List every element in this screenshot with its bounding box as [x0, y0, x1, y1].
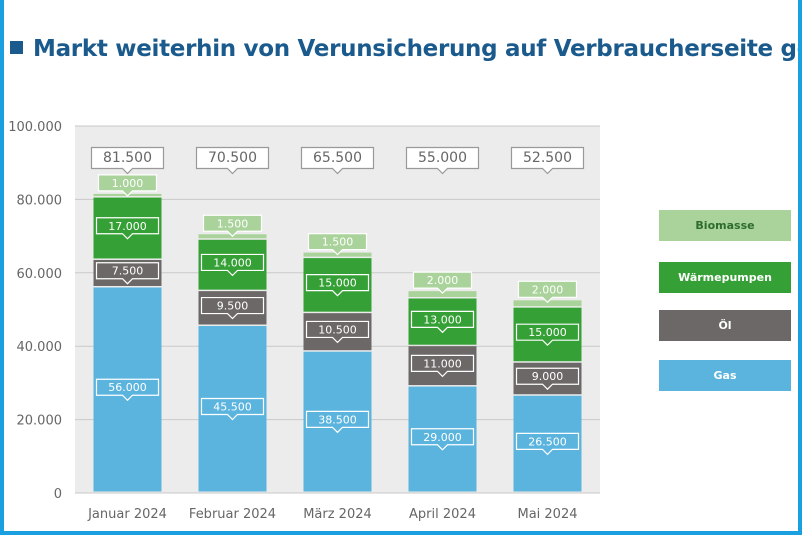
bar-segment-wärmepumpen [408, 298, 477, 345]
segment-label: 17.000 [108, 220, 147, 233]
segment-label: 9.000 [532, 370, 564, 383]
y-tick-label: 100.000 [8, 120, 62, 135]
segment-label-box [200, 397, 265, 421]
bar-segment-gas [408, 386, 477, 492]
segment-label-box [515, 367, 580, 391]
total-label-box [195, 146, 270, 175]
bar-segment-gas [513, 395, 582, 492]
total-label-box [405, 146, 480, 175]
stacked-bar-chart: 0 20.000 40.000 60.000 80.000 100.000 56.000 7.… [8, 120, 600, 522]
total-label-box [90, 146, 165, 175]
total-label: 81.500 [103, 150, 152, 166]
bar-segment-gas [303, 351, 372, 492]
segment-label: 15.000 [528, 326, 567, 339]
segment-label: 56.000 [108, 381, 147, 394]
segment-label: 15.000 [318, 277, 357, 290]
segment-label-box [200, 253, 265, 277]
segment-label-box [305, 274, 370, 297]
segment-label: 11.000 [423, 357, 462, 370]
segment-label-box [410, 354, 475, 378]
segment-label: 45.500 [213, 401, 252, 414]
legend-item-wärmepumpen: Wärmepumpen [659, 262, 791, 293]
bar-segment-wärmepumpen [513, 307, 582, 362]
page-title: Markt weiterhin von Verunsicherung auf V… [10, 36, 802, 62]
segment-label: 1.500 [322, 236, 354, 249]
segment-label-box [95, 378, 160, 402]
segment-label-box [517, 280, 578, 304]
total-label: 70.500 [208, 150, 257, 166]
y-tick-label: 0 [54, 487, 62, 502]
y-tick-label: 40.000 [17, 340, 63, 355]
segment-label-box [515, 323, 580, 347]
segment-label: 7.500 [112, 265, 144, 278]
y-tick-label: 60.000 [17, 267, 63, 282]
segment-label-box [95, 217, 160, 240]
y-tick-label: 20.000 [17, 414, 63, 429]
segment-label: 29.000 [423, 431, 462, 444]
bar-segment-wärmepumpen [93, 197, 162, 259]
bar-segment-öl [303, 313, 372, 351]
segment-label-box [412, 271, 473, 294]
segment-label-box [95, 262, 160, 285]
total-label-box [300, 146, 375, 175]
total-label: 65.500 [313, 150, 362, 166]
x-tick-label: April 2024 [409, 507, 476, 522]
segment-label: 10.500 [318, 323, 357, 336]
segment-label-box [410, 310, 475, 334]
total-label-box [510, 146, 585, 175]
bar-segment-öl [408, 346, 477, 386]
total-label: 55.000 [418, 150, 467, 166]
bar-segment-biomasse [513, 300, 582, 307]
legend-item-öl: Öl [659, 310, 791, 341]
segment-label: 13.000 [423, 313, 462, 326]
segment-label-box [305, 320, 370, 344]
legend-item-gas: Gas [659, 360, 791, 391]
segment-label: 2.000 [532, 283, 564, 296]
bar-segment-biomasse [408, 291, 477, 297]
x-tick-label: Januar 2024 [87, 507, 167, 522]
segment-label-box [200, 296, 265, 320]
segment-label: 2.000 [427, 274, 459, 287]
segment-label: 14.000 [213, 256, 252, 269]
y-tick-label: 80.000 [17, 193, 63, 208]
title-square-icon [10, 41, 23, 54]
bar-segment-öl [93, 259, 162, 286]
segment-label: 26.500 [528, 435, 567, 448]
title-text: Markt weiterhin von Verunsicherung auf V… [33, 36, 802, 62]
segment-label: 38.500 [318, 413, 357, 426]
bar-segment-wärmepumpen [303, 258, 372, 312]
segment-label-box [410, 428, 475, 451]
segment-label-box [305, 410, 370, 434]
segment-label: 1.500 [217, 217, 249, 230]
x-tick-label: Mai 2024 [517, 507, 577, 522]
segment-label-box [97, 174, 158, 197]
segment-label: 1.000 [112, 177, 144, 190]
bar-segment-wärmepumpen [198, 239, 267, 290]
bar-segment-gas [198, 326, 267, 492]
segment-label-box [307, 233, 368, 256]
x-tick-label: Februar 2024 [189, 507, 276, 522]
segment-label: 9.500 [217, 300, 249, 313]
bar-segment-gas [93, 287, 162, 492]
segment-label-box [202, 214, 263, 238]
x-tick-label: März 2024 [303, 507, 372, 522]
legend-item-biomasse: Biomasse [659, 210, 791, 241]
total-label: 52.500 [523, 150, 572, 166]
segment-label-box [515, 432, 580, 456]
